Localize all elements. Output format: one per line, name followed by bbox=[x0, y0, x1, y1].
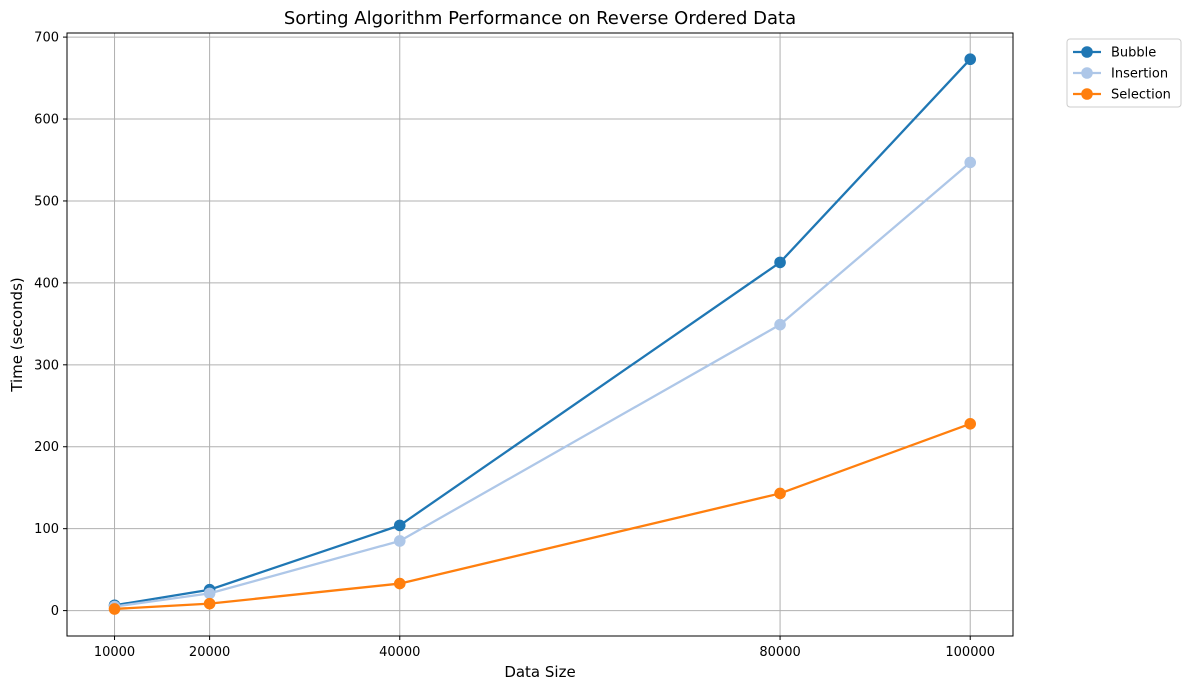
y-tick-label: 300 bbox=[34, 358, 59, 373]
legend-label: Insertion bbox=[1111, 67, 1168, 82]
data-point-bubble bbox=[964, 53, 977, 66]
series-selection bbox=[108, 418, 977, 615]
data-point-bubble bbox=[393, 519, 406, 532]
data-point-insertion bbox=[203, 587, 216, 600]
x-tick-label: 80000 bbox=[759, 645, 800, 660]
x-axis-label: Data Size bbox=[504, 663, 575, 681]
x-tick-label: 40000 bbox=[379, 645, 420, 660]
y-axis-ticks: 0 100 200 300 400 500 600 700 bbox=[34, 31, 67, 619]
data-point-selection bbox=[774, 487, 786, 500]
data-point-insertion bbox=[964, 156, 977, 169]
legend-label: Bubble bbox=[1111, 46, 1156, 61]
grid-lines bbox=[67, 33, 1013, 636]
legend-item-bubble: Bubble bbox=[1073, 46, 1156, 61]
data-point-selection bbox=[964, 418, 977, 430]
y-tick-label: 400 bbox=[34, 276, 59, 291]
series-line-selection bbox=[114, 422, 971, 611]
y-tick-label: 100 bbox=[34, 522, 59, 537]
legend-item-insertion: Insertion bbox=[1073, 67, 1168, 82]
legend-marker bbox=[1081, 46, 1093, 58]
x-tick-label: 20000 bbox=[189, 645, 230, 660]
data-point-insertion bbox=[774, 318, 786, 331]
y-tick-label: 700 bbox=[34, 31, 59, 46]
y-tick-label: 500 bbox=[34, 194, 59, 209]
x-tick-label: 100000 bbox=[945, 645, 995, 660]
legend-label: Selection bbox=[1111, 88, 1171, 103]
x-tick-label: 10000 bbox=[94, 645, 135, 660]
series-lines bbox=[108, 53, 977, 615]
series-line-insertion bbox=[114, 161, 971, 608]
legend-item-selection: Selection bbox=[1073, 88, 1171, 103]
series-line-bubble bbox=[114, 58, 972, 607]
y-tick-label: 600 bbox=[34, 113, 59, 128]
series-insertion bbox=[108, 156, 977, 613]
data-point-bubble bbox=[774, 256, 786, 269]
x-axis-ticks: 10000 20000 40000 80000 100000 bbox=[94, 636, 995, 660]
y-tick-label: 200 bbox=[34, 440, 59, 455]
y-tick-label: 0 bbox=[51, 604, 59, 619]
legend-frame bbox=[1066, 38, 1182, 108]
legend: Bubble Insertion Selection bbox=[1066, 38, 1182, 108]
series-bubble bbox=[108, 53, 977, 612]
data-point-selection bbox=[108, 603, 121, 615]
plot-frame bbox=[66, 32, 1014, 637]
y-axis-label: Time (seconds) bbox=[8, 277, 26, 393]
data-point-selection bbox=[393, 577, 406, 590]
data-point-selection bbox=[203, 597, 216, 610]
data-point-insertion bbox=[393, 535, 406, 547]
chart-title: Sorting Algorithm Performance on Reverse… bbox=[284, 8, 796, 29]
legend-marker bbox=[1081, 88, 1093, 100]
legend-marker bbox=[1081, 67, 1093, 79]
